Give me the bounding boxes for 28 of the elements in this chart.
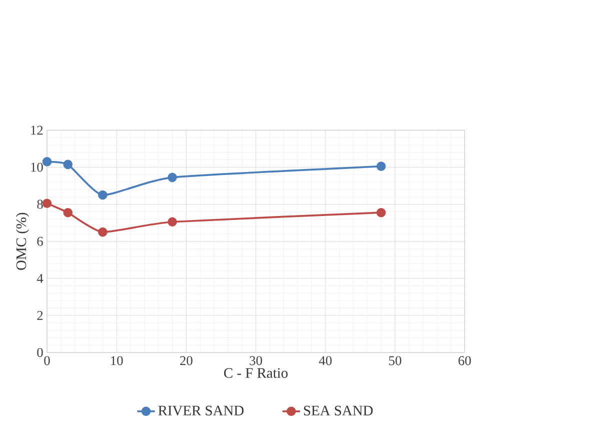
y-tick-label: 0 (37, 348, 43, 357)
point (42, 156, 52, 166)
y-axis-title: OMC (%) (16, 212, 30, 270)
x-tick-label: 60 (458, 356, 471, 365)
point (98, 190, 108, 200)
x-axis-title: C - F Ratio (224, 368, 288, 378)
legend-label: SEA SAND (304, 406, 373, 416)
point (376, 161, 386, 171)
point (376, 208, 386, 218)
x-tick-label: 20 (180, 356, 192, 365)
legend-label: RIVER SAND (158, 406, 244, 416)
y-tick-label: 10 (31, 162, 43, 172)
point (63, 208, 73, 218)
x-tick-label: 40 (318, 356, 332, 365)
y-tick-label: 2 (37, 310, 43, 320)
point (98, 227, 108, 237)
y-tick-label: 8 (37, 200, 43, 209)
y-tick-label: 6 (37, 236, 43, 246)
y-tick-label: 12 (31, 126, 43, 134)
point (168, 172, 177, 182)
x-tick-label: 50 (389, 356, 402, 365)
x-tick-label: 30 (250, 356, 262, 365)
x-tick-label: 0 (44, 356, 50, 365)
point (42, 198, 52, 208)
x-tick-label: 10 (111, 356, 123, 365)
point (63, 160, 73, 169)
y-tick-label: 4 (36, 274, 44, 283)
point (168, 217, 177, 226)
